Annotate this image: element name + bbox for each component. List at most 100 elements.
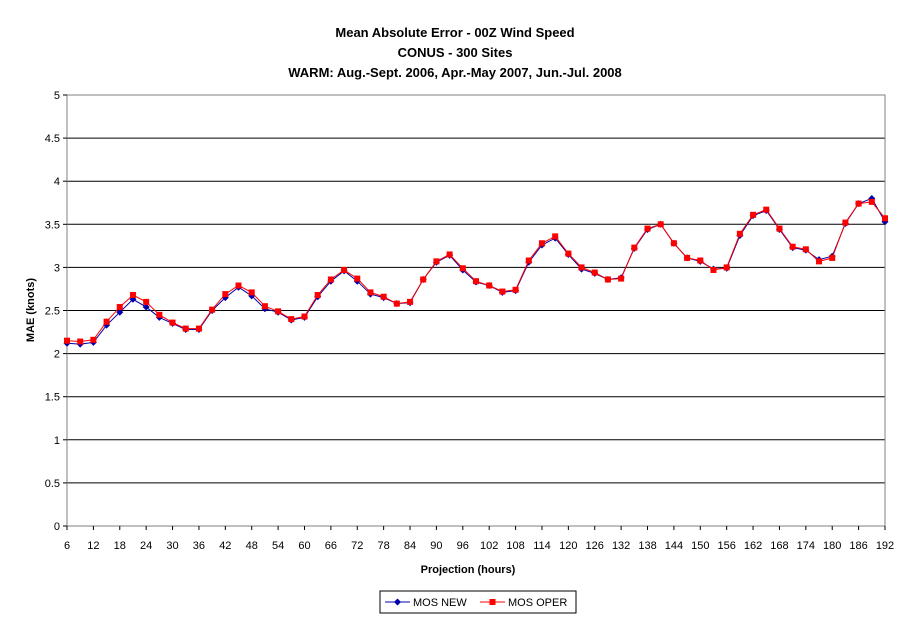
point-mos-oper (327, 276, 334, 283)
x-tick-label: 54 (272, 540, 284, 552)
y-tick-label: 2.5 (45, 306, 60, 318)
point-mos-oper (275, 308, 282, 315)
point-mos-oper (143, 298, 150, 305)
legend-box (379, 590, 577, 614)
x-axis-label: Projection (hours) (421, 564, 516, 576)
x-tick-label: 150 (691, 540, 709, 552)
point-mos-oper (182, 325, 189, 332)
point-mos-oper (499, 288, 506, 295)
point-mos-oper (697, 257, 704, 264)
point-mos-oper (116, 304, 123, 311)
x-tick-label: 168 (770, 540, 788, 552)
point-mos-oper (222, 291, 229, 298)
chart-subtitle-period: WARM: Aug.-Sept. 2006, Apr.-May 2007, Ju… (288, 65, 622, 80)
y-tick-label: 3.5 (45, 219, 60, 231)
x-tick-label: 174 (797, 540, 815, 552)
x-tick-label: 138 (638, 540, 656, 552)
x-tick-label: 162 (744, 540, 762, 552)
chart-subtitle: CONUS - 300 Sites (398, 45, 513, 60)
x-tick-label: 48 (246, 540, 258, 552)
y-tick-label: 2 (54, 349, 60, 361)
x-tick-label: 84 (404, 540, 416, 552)
x-tick-label: 132 (612, 540, 630, 552)
point-mos-new (142, 303, 150, 311)
point-mos-oper (855, 200, 862, 207)
x-tick-label: 42 (219, 540, 231, 552)
point-mos-oper (736, 230, 743, 237)
point-mos-oper (604, 276, 611, 283)
x-tick-label: 30 (166, 540, 178, 552)
y-tick-label: 4 (54, 176, 60, 188)
point-mos-oper (552, 233, 559, 240)
x-tick-label: 18 (114, 540, 126, 552)
point-mos-oper (301, 313, 308, 320)
point-mos-oper (354, 275, 361, 282)
point-mos-oper (631, 244, 638, 251)
x-tick-label: 156 (717, 540, 735, 552)
point-mos-oper (129, 291, 136, 298)
point-mos-oper (776, 225, 783, 232)
point-mos-oper (763, 206, 770, 213)
x-tick-label: 96 (457, 540, 469, 552)
point-mos-oper (670, 240, 677, 247)
legend-label-mos-new: MOS NEW (413, 597, 467, 609)
point-mos-oper (433, 258, 440, 265)
point-mos-oper (248, 289, 255, 296)
y-tick-label: 3 (54, 262, 60, 274)
point-mos-oper (314, 291, 321, 298)
point-mos-oper (750, 211, 757, 218)
point-mos-oper (882, 215, 888, 222)
point-mos-oper (723, 264, 730, 271)
x-tick-label: 114 (533, 540, 551, 552)
point-mos-oper (420, 276, 427, 283)
x-tick-label: 102 (480, 540, 498, 552)
point-mos-oper (657, 221, 664, 228)
point-mos-oper (789, 243, 796, 250)
x-tick-label: 120 (559, 540, 577, 552)
point-mos-oper (209, 306, 216, 313)
point-mos-oper (565, 250, 572, 257)
point-mos-oper (407, 298, 414, 305)
x-tick-label: 108 (506, 540, 524, 552)
point-mos-oper (578, 264, 585, 271)
point-mos-oper (235, 282, 242, 289)
point-mos-oper (64, 337, 70, 344)
point-mos-oper (446, 251, 453, 258)
y-tick-label: 0.5 (45, 478, 60, 490)
point-mos-oper (380, 293, 387, 300)
point-mos-oper (77, 338, 84, 345)
point-mos-oper (486, 282, 493, 289)
y-tick-label: 5 (54, 90, 60, 102)
point-mos-oper (842, 219, 849, 226)
legend-label-mos-oper: MOS OPER (508, 597, 567, 609)
y-axis-ticks: 0 0.5 1 1.5 2 2.5 3 3.5 4 4.5 5 (45, 90, 67, 533)
x-tick-label: 192 (876, 540, 894, 552)
legend-marker-mos-oper (489, 599, 496, 605)
x-tick-label: 126 (586, 540, 604, 552)
x-tick-label: 36 (193, 540, 205, 552)
x-tick-label: 12 (87, 540, 99, 552)
point-mos-oper (684, 254, 691, 261)
y-tick-label: 0 (54, 521, 60, 533)
x-tick-label: 72 (351, 540, 363, 552)
point-mos-oper (868, 198, 875, 205)
legend: MOS NEW MOS OPER (379, 590, 577, 614)
point-mos-oper (367, 289, 374, 296)
point-mos-oper (538, 240, 545, 247)
x-tick-label: 66 (325, 540, 337, 552)
x-tick-label: 6 (64, 540, 70, 552)
point-mos-oper (90, 336, 97, 343)
x-tick-label: 186 (849, 540, 867, 552)
x-tick-label: 180 (823, 540, 841, 552)
point-mos-oper (169, 319, 176, 326)
point-mos-oper (802, 246, 809, 253)
point-mos-oper (618, 275, 625, 282)
x-tick-label: 60 (298, 540, 310, 552)
x-tick-label: 90 (430, 540, 442, 552)
series-layer (63, 194, 889, 348)
point-mos-oper (829, 254, 836, 261)
point-mos-oper (525, 257, 532, 264)
point-mos-oper (816, 258, 823, 265)
